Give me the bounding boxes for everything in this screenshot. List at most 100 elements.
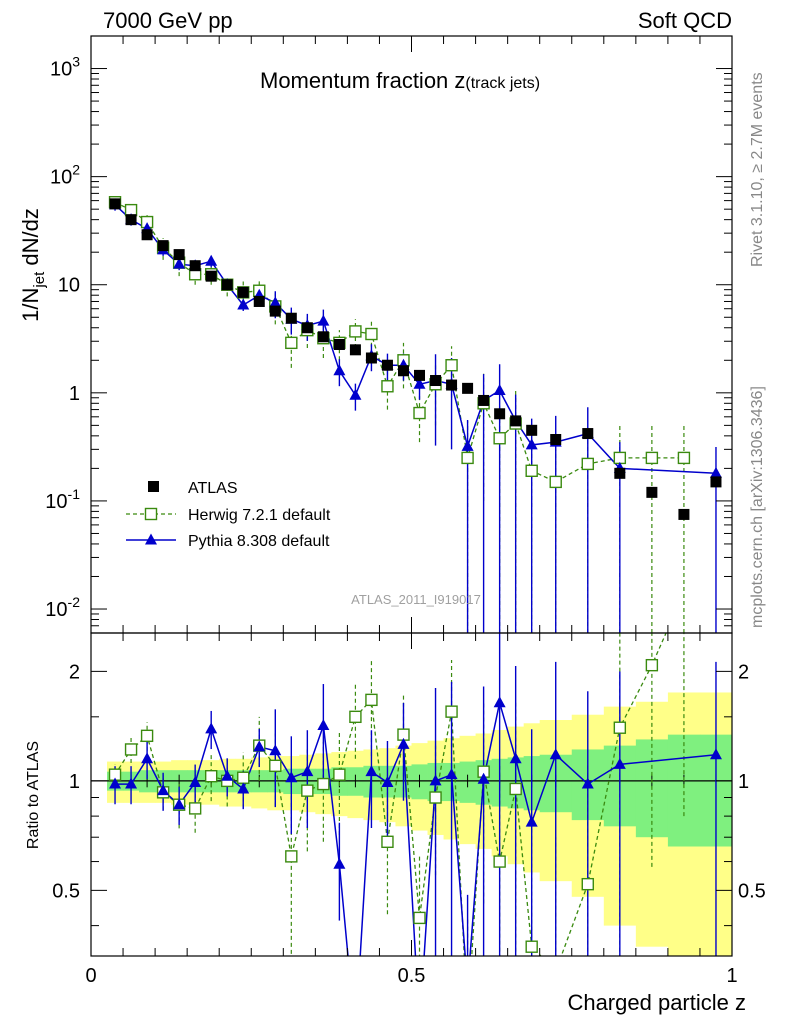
atlas-marker	[381, 359, 393, 371]
pythia-ratio-marker	[157, 784, 170, 796]
atlas-marker	[462, 382, 474, 394]
legend-pythia-marker	[145, 533, 157, 545]
herwig-ratio-marker	[445, 705, 458, 718]
ratio-y-tick-label: 2	[69, 661, 80, 683]
x-tick-label: 0.5	[398, 965, 426, 987]
pythia-marker	[173, 257, 186, 269]
atlas-marker	[189, 260, 201, 272]
ratio-y-tick-label-right: 2	[738, 661, 749, 683]
atlas-marker	[205, 270, 217, 282]
herwig-ratio-marker	[613, 721, 627, 734]
pythia-line	[114, 204, 717, 475]
herwig-ratio-marker	[269, 759, 282, 773]
pythia-ratio-marker	[221, 769, 234, 781]
main-y-axis-label: 1/Njet dN/dz	[18, 208, 48, 322]
main-y-tick-label: 103	[50, 54, 80, 81]
atlas-marker	[526, 424, 538, 436]
atlas-marker	[237, 286, 249, 298]
atlas-marker	[253, 295, 265, 307]
herwig-marker	[413, 406, 426, 420]
pythia-ratio-marker	[429, 774, 442, 786]
pythia-ratio-marker	[581, 777, 594, 789]
main-axes: 10-2 10-1 1 10 102 103	[45, 35, 733, 634]
mcplots-label: mcplots.cern.ch [arXiv:1306.3436]	[749, 386, 766, 628]
atlas-marker	[221, 279, 233, 291]
herwig-marker	[381, 380, 394, 393]
atlas-marker	[317, 331, 329, 343]
pythia-ratio-marker	[549, 748, 562, 760]
main-marks	[108, 196, 722, 633]
header-right: Soft QCD	[638, 8, 732, 33]
x-tick-label: 0	[85, 965, 96, 987]
pythia-marker	[333, 364, 346, 376]
pythia-ratio-marker	[397, 737, 410, 749]
ratio-y-tick-label-right: 1	[738, 771, 749, 793]
pythia-ratio-marker	[333, 857, 346, 869]
herwig-marker	[285, 336, 298, 350]
pythia-marker	[493, 384, 506, 396]
herwig-ratio-marker	[333, 768, 346, 781]
main-y-tick-label: 10-1	[45, 486, 80, 513]
pythia-ratio-marker	[709, 748, 722, 760]
legend: ATLAS Herwig 7.2.1 default Pythia 8.308 de…	[126, 480, 331, 550]
pythia-ratio-marker	[493, 696, 506, 708]
header-left: 7000 GeV pp	[103, 8, 233, 33]
herwig-ratio-marker	[413, 911, 426, 925]
atlas-marker	[678, 508, 690, 520]
atlas-marker	[414, 369, 426, 381]
analysis-watermark: ATLAS_2011_I919017	[351, 592, 481, 607]
herwig-ratio-marker	[301, 784, 314, 797]
atlas-marker	[446, 379, 458, 391]
x-axis-label: Charged particle z	[567, 990, 746, 1015]
herwig-marker	[525, 464, 538, 477]
herwig-marker	[365, 327, 378, 341]
atlas-marker	[269, 305, 281, 317]
pythia-ratio-marker	[381, 775, 394, 787]
herwig-ratio-marker	[237, 771, 250, 784]
pythia-ratio-marker	[445, 768, 458, 780]
atlas-marker	[125, 214, 137, 226]
atlas-marker	[582, 428, 594, 440]
ratio-y-tick-label: 1	[69, 771, 80, 793]
main-y-tick-label: 10-2	[45, 594, 80, 621]
herwig-ratio-marker	[581, 877, 594, 891]
herwig-marker	[549, 475, 562, 489]
atlas-marker	[710, 476, 722, 488]
pythia-ratio-marker	[269, 744, 282, 756]
herwig-marker	[645, 451, 659, 465]
atlas-marker	[301, 322, 313, 334]
herwig-marker	[613, 451, 627, 465]
legend-entry-label: Pythia 8.308 default	[188, 533, 330, 550]
ratio-marks	[91, 633, 733, 956]
pythia-ratio-marker	[189, 775, 202, 787]
atlas-marker	[285, 312, 297, 324]
pythia-ratio-marker	[509, 752, 522, 764]
atlas-marker	[157, 240, 169, 252]
pythia-ratio-marker	[173, 798, 186, 810]
herwig-ratio-marker	[140, 729, 154, 743]
main-panel: 10-2 10-1 1 10 102 103 Momentum fraction z(tr…	[45, 35, 733, 634]
atlas-marker	[614, 467, 626, 479]
herwig-ratio-marker	[645, 658, 659, 672]
pythia-ratio-marker	[525, 815, 538, 827]
atlas-marker	[349, 344, 361, 356]
herwig-marker	[581, 457, 594, 471]
atlas-marker	[365, 352, 377, 364]
atlas-marker	[141, 229, 153, 241]
pythia-ratio-marker	[125, 777, 138, 789]
atlas-marker	[430, 375, 442, 387]
herwig-marker	[677, 451, 691, 465]
herwig-marker	[445, 359, 458, 372]
herwig-ratio-marker	[429, 791, 442, 804]
herwig-ratio-marker	[493, 855, 506, 868]
atlas-marker	[550, 434, 562, 446]
pythia-ratio-marker	[613, 757, 626, 769]
herwig-ratio-marker	[365, 693, 378, 707]
herwig-ratio-marker	[317, 777, 330, 791]
herwig-line	[114, 201, 684, 483]
atlas-marker	[109, 198, 121, 210]
pythia-marker	[269, 296, 282, 308]
herwig-marker	[493, 432, 506, 445]
main-y-tick-label: 10	[58, 275, 80, 297]
